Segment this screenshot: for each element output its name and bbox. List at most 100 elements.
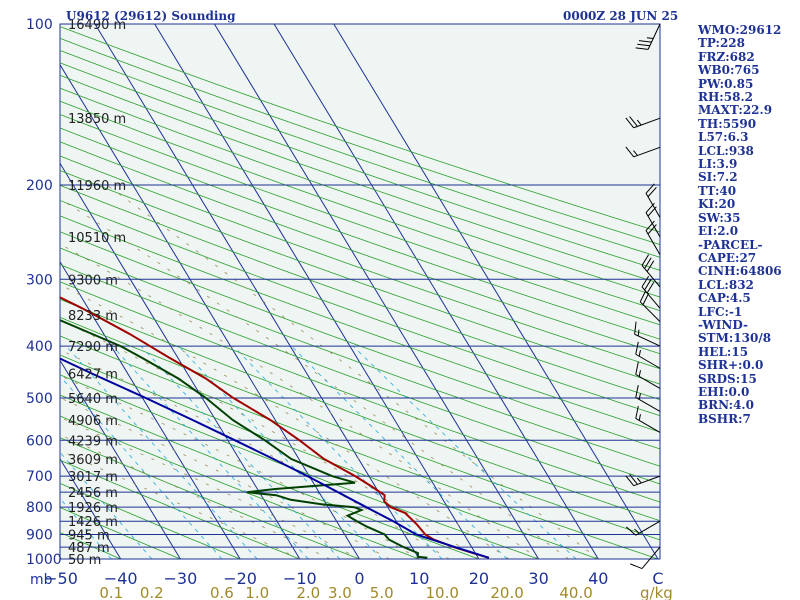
height-label: 3609 m	[68, 453, 118, 468]
dry-adiabat	[60, 113, 660, 326]
wind-barb	[625, 146, 661, 158]
dewpoint-trace	[60, 319, 428, 559]
height-label: 3017 m	[68, 470, 118, 485]
pressure-unit-label: mb	[30, 572, 53, 588]
height-label: 13850 m	[68, 112, 126, 127]
index-item: LCL:832	[698, 277, 754, 292]
temperature-tick-label: C	[652, 569, 663, 588]
index-item: LFC:-1	[698, 304, 743, 319]
dry-adiabat	[60, 264, 660, 485]
temperature-tick-label: −40	[104, 569, 138, 588]
height-label: 50 m	[68, 553, 101, 568]
wind-barb	[625, 116, 661, 129]
index-item: CAPE:27	[698, 250, 757, 265]
index-item: FRZ:682	[698, 49, 755, 64]
mixing-ratio-tick-label: 0.1	[99, 584, 123, 600]
index-item: -PARCEL-	[698, 237, 763, 252]
index-item: BSHR:7	[698, 411, 751, 426]
wind-barb	[634, 321, 661, 347]
wind-barb	[645, 220, 661, 256]
dry-adiabat	[60, 37, 660, 245]
temperature-tick-label: −30	[164, 569, 198, 588]
mixing-ratio-tick-label: 5.0	[370, 584, 394, 600]
mixing-ratio-tick-label: 10.0	[426, 584, 459, 600]
mixing-ratio-tick-label: 0.6	[210, 584, 234, 600]
wind-barb	[635, 384, 661, 412]
index-item: MAXT:22.9	[698, 103, 773, 118]
height-label: 6427 m	[68, 367, 118, 382]
wind-barb	[641, 254, 661, 288]
temperature-axis: −50 −40 −30 −20 −10 0 10 20 30 40 C	[44, 569, 663, 588]
index-item: TP:228	[698, 36, 746, 51]
isotherm-line	[60, 162, 301, 559]
index-item: SW:35	[698, 210, 741, 225]
isotherm-line	[273, 24, 599, 559]
height-label: 1426 m	[68, 515, 118, 530]
index-item: L57:6.3	[698, 130, 749, 145]
index-item: RH:58.2	[698, 90, 753, 105]
parcel-trace	[60, 357, 490, 559]
wind-barb	[630, 546, 661, 569]
temperature-tick-label: −50	[44, 569, 78, 588]
height-label: 10510 m	[68, 231, 126, 246]
temperature-tick-label: 0	[354, 569, 364, 588]
height-label: 8233 m	[68, 309, 118, 324]
wind-barb	[635, 341, 661, 369]
dry-adiabat	[60, 50, 660, 258]
index-item: CAP:4.5	[698, 291, 751, 306]
stability-indices-list: WMO:29612 TP:228 FRZ:682 WB0:765 PW:0.85 RH:5…	[698, 23, 782, 426]
isobars	[60, 23, 660, 560]
index-item: LI:3.9	[698, 157, 738, 172]
mixing-ratio-tick-label: 1.0	[245, 584, 269, 600]
dry-adiabat	[60, 184, 660, 401]
index-item: CINH:64806	[698, 264, 782, 279]
pressure-tick-label: 300	[26, 272, 53, 288]
isotherm-line	[60, 63, 360, 559]
index-item: TH:5590	[698, 116, 757, 131]
index-item: EHI:0.0	[698, 384, 750, 399]
isotherm-line	[0, 24, 1, 559]
dry-adiabat	[60, 74, 660, 284]
index-item: SRDS:15	[698, 371, 757, 386]
wind-barb	[641, 275, 661, 309]
temperature-tick-label: 30	[528, 569, 548, 588]
isotherm-line	[94, 24, 420, 559]
wind-barbs	[625, 23, 661, 569]
valid-time: 0000Z 28 JUN 25	[563, 9, 679, 23]
wind-barb	[645, 202, 661, 238]
mixing-ratio-tick-label: 0.2	[140, 584, 164, 600]
index-item: -WIND-	[698, 317, 748, 332]
pressure-tick-label: 800	[26, 500, 53, 516]
dry-adiabat	[60, 62, 660, 271]
mixing-ratio-tick-label: 20.0	[490, 584, 523, 600]
pressure-tick-label: 200	[26, 178, 53, 194]
pressure-tick-label: 100	[26, 17, 53, 33]
mixing-ratio-unit-label: g/kg	[640, 584, 673, 600]
isotherm-line	[154, 24, 480, 559]
temperature-tick-label: 40	[588, 569, 608, 588]
height-label: 2456 m	[68, 486, 118, 501]
isotherm-line	[60, 260, 241, 559]
height-label: 1926 m	[68, 501, 118, 516]
wind-barb	[625, 520, 661, 536]
dry-adiabat	[60, 127, 660, 340]
height-label: 5640 m	[68, 392, 118, 407]
index-item: PW:0.85	[698, 76, 754, 91]
mixing-ratio-tick-label: 2.0	[296, 584, 320, 600]
height-label: 487 m	[68, 541, 110, 556]
temperature-tick-label: 20	[469, 569, 489, 588]
dry-adiabat	[60, 141, 660, 355]
isotherm-line	[60, 457, 122, 559]
index-item: EI:2.0	[698, 224, 739, 239]
wind-barb	[635, 23, 661, 50]
wind-barb	[625, 474, 661, 487]
height-label: 16490 m	[68, 18, 126, 33]
pressure-tick-label: 700	[26, 469, 53, 485]
pressure-axis: 100 200 300 400 500 600 700 800 900 1000 mb	[26, 17, 62, 588]
index-item: STM:130/8	[698, 331, 772, 346]
pressure-tick-label: 900	[26, 528, 53, 544]
mixing-ratio-tick-label: 40.0	[559, 584, 592, 600]
temperature-trace	[60, 296, 490, 559]
wind-barb	[635, 405, 661, 433]
dry-adiabat	[60, 281, 660, 503]
